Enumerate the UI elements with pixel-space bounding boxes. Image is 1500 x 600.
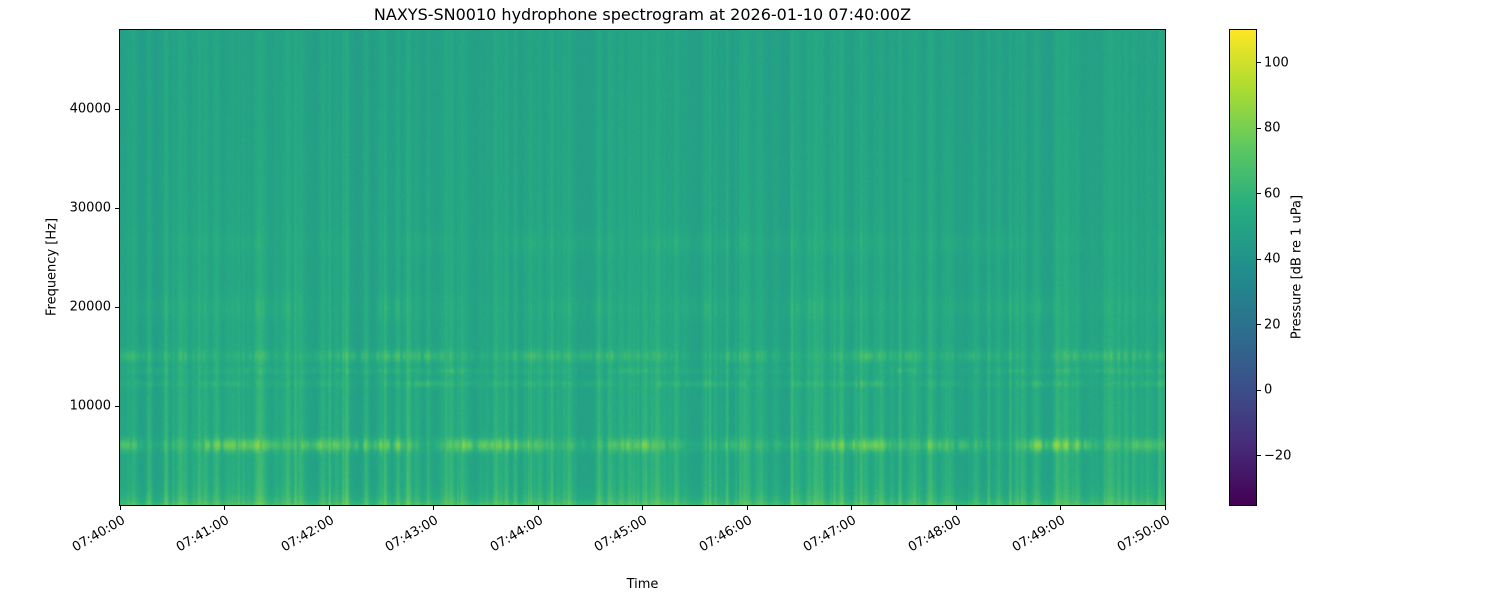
x-tick-label: 07:49:00: [1009, 513, 1068, 556]
colorbar-tick-label: 80: [1264, 120, 1281, 136]
colorbar-tick-mark: [1257, 62, 1261, 64]
colorbar-tick-mark: [1257, 193, 1261, 195]
y-tick-label: 10000: [69, 398, 111, 414]
x-tick-label: 07:48:00: [905, 513, 964, 556]
colorbar-tick-label: 0: [1264, 382, 1273, 398]
x-tick-mark: [642, 506, 643, 510]
colorbar-tick-mark: [1257, 324, 1261, 326]
colorbar: [1229, 29, 1257, 506]
y-tick-mark: [115, 306, 119, 308]
colorbar-tick-mark: [1257, 389, 1261, 391]
y-tick-label: 20000: [69, 299, 111, 315]
x-tick-mark: [1164, 506, 1166, 510]
colorbar-gradient-canvas: [1230, 30, 1256, 505]
x-tick-mark: [955, 506, 957, 510]
x-tick-label: 07:46:00: [696, 513, 755, 556]
x-tick-label: 07:41:00: [173, 513, 232, 556]
colorbar-tick-label: −20: [1264, 448, 1292, 464]
colorbar-tick-mark: [1257, 127, 1261, 129]
plot-area: [119, 29, 1166, 506]
y-tick-label: 40000: [69, 101, 111, 117]
x-tick-label: 07:43:00: [382, 513, 441, 556]
spectrogram-canvas: [120, 30, 1165, 505]
x-tick-mark: [537, 506, 539, 510]
x-tick-label: 07:45:00: [591, 513, 650, 556]
x-tick-mark: [433, 506, 434, 510]
colorbar-tick-mark: [1257, 258, 1261, 260]
x-tick-mark: [119, 506, 121, 510]
colorbar-tick-label: 100: [1264, 55, 1289, 71]
x-tick-mark: [1060, 506, 1061, 510]
colorbar-tick-label: 40: [1264, 251, 1281, 267]
x-tick-label: 07:50:00: [1114, 513, 1173, 556]
colorbar-label: Pressure [dB re 1 uPa]: [1289, 194, 1305, 340]
x-tick-mark: [328, 506, 330, 510]
x-tick-label: 07:47:00: [800, 513, 859, 556]
chart-title: NAXYS-SN0010 hydrophone spectrogram at 2…: [373, 5, 912, 24]
x-tick-label: 07:44:00: [487, 513, 546, 556]
x-tick-mark: [224, 506, 225, 510]
colorbar-tick-label: 60: [1264, 186, 1281, 202]
x-axis-label: Time: [626, 577, 659, 592]
x-tick-mark: [851, 506, 852, 510]
y-axis-label: Frequency [Hz]: [44, 217, 60, 317]
x-tick-label: 07:40:00: [69, 513, 128, 556]
y-tick-label: 30000: [69, 200, 111, 216]
x-tick-label: 07:42:00: [278, 513, 337, 556]
y-tick-mark: [115, 108, 119, 110]
y-tick-mark: [115, 405, 119, 407]
colorbar-tick-label: 20: [1264, 317, 1281, 333]
colorbar-tick-mark: [1257, 455, 1261, 457]
x-tick-mark: [746, 506, 748, 510]
y-tick-mark: [115, 207, 119, 209]
